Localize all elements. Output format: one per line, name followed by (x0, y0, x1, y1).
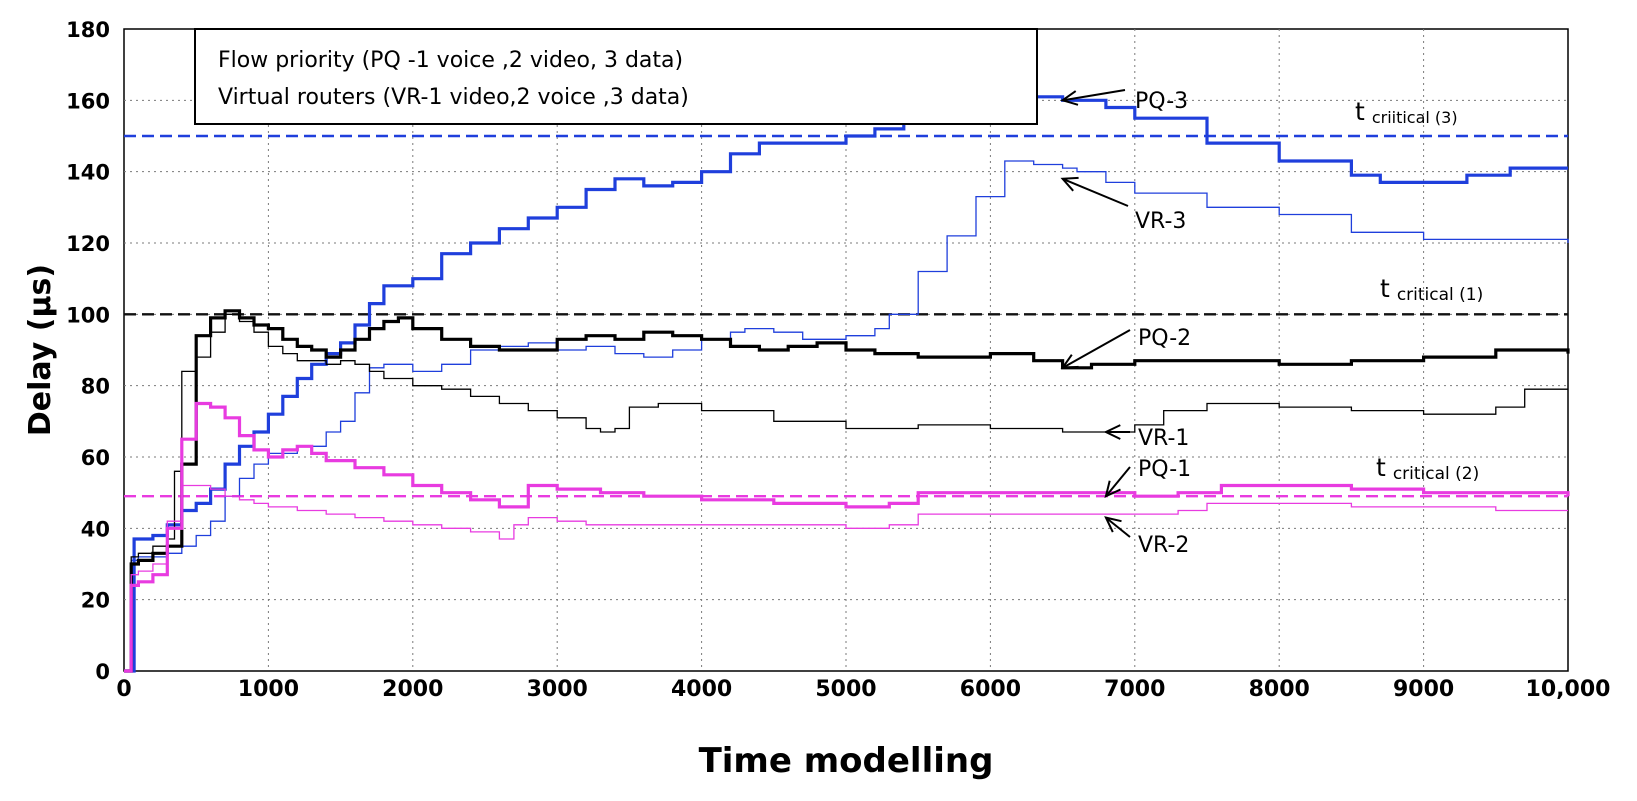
x-tick-label: 5000 (815, 677, 876, 702)
label-tcritical-1: t critical (1) (1380, 274, 1483, 305)
x-tick-label: 3000 (527, 677, 588, 702)
y-tick-label: 180 (66, 18, 110, 42)
series-annotations: t criitical (3) t critical (1) t critical (2)… (1060, 89, 1483, 558)
arrow-pq-1 (1105, 466, 1131, 497)
label-tcritical-2: t critical (2) (1376, 453, 1479, 484)
y-tick-label: 0 (95, 660, 110, 684)
arrowhead-pq-1 (1104, 480, 1121, 498)
series-line-vr-3 (124, 160, 1569, 672)
series-label-vr-1: VR-1 (1138, 426, 1189, 451)
y-tick-label: 40 (81, 517, 110, 541)
x-tick-label: 7000 (1104, 677, 1165, 702)
y-tick-label: 100 (66, 303, 110, 327)
series-label-vr-2: VR-2 (1138, 533, 1189, 558)
legend-line-flow-priority: Flow priority (PQ -1 voice ,2 video, 3 d… (218, 48, 683, 73)
tick-labels: 0 20 40 60 80 100 120 140 160 180 0 1000 2000 3000 400… (66, 18, 1610, 702)
series-label-pq-2: PQ-2 (1138, 326, 1191, 351)
series-line-vr-2 (124, 484, 1568, 672)
series-label-pq-3: PQ-3 (1135, 89, 1188, 114)
arrowhead-pq-3 (1060, 90, 1079, 106)
y-axis-label: Delay (μs) (23, 264, 58, 436)
arrowhead-vr-3 (1060, 176, 1079, 192)
y-tick-label: 20 (81, 589, 110, 613)
x-tick-label: 4000 (671, 677, 732, 702)
series-lines (124, 88, 1570, 673)
legend-frame (194, 28, 1038, 125)
series-line-pq-2 (124, 309, 1570, 673)
legend-box: Flow priority (PQ -1 voice ,2 video, 3 d… (194, 28, 1038, 125)
arrow-pq-3 (1062, 89, 1126, 102)
x-tick-label: 2000 (382, 677, 443, 702)
legend-line-virtual-routers: Virtual routers (VR-1 video,2 voice ,3 d… (218, 85, 689, 110)
y-tick-label: 140 (66, 161, 110, 185)
series-line-vr-1 (124, 313, 1568, 672)
x-tick-label: 10,000 (1526, 677, 1611, 702)
x-tick-label: 8000 (1249, 677, 1310, 702)
arrowhead-vr-1 (1103, 424, 1121, 440)
arrow-pq-2 (1062, 329, 1131, 369)
y-tick-label: 80 (81, 375, 110, 399)
x-tick-label: 1000 (238, 677, 299, 702)
arrowhead-pq-2 (1060, 354, 1079, 369)
arrowhead-vr-2 (1104, 516, 1122, 533)
series-line-pq-3 (124, 88, 1568, 673)
arrow-vr-2 (1105, 516, 1131, 538)
x-tick-label: 9000 (1393, 677, 1454, 702)
label-tcritical-3: t criitical (3) (1355, 97, 1458, 127)
x-tick-label: 6000 (960, 677, 1021, 702)
y-tick-label: 60 (81, 446, 110, 470)
series-label-pq-1: PQ-1 (1138, 457, 1191, 482)
y-tick-label: 160 (66, 89, 110, 113)
x-axis-label: Time modelling (699, 741, 994, 781)
x-tick-label: 0 (116, 677, 131, 702)
y-tick-label: 120 (66, 232, 110, 256)
series-label-vr-3: VR-3 (1135, 209, 1186, 234)
arrow-vr-3 (1062, 177, 1129, 207)
series-line-pq-1 (124, 401, 1570, 673)
